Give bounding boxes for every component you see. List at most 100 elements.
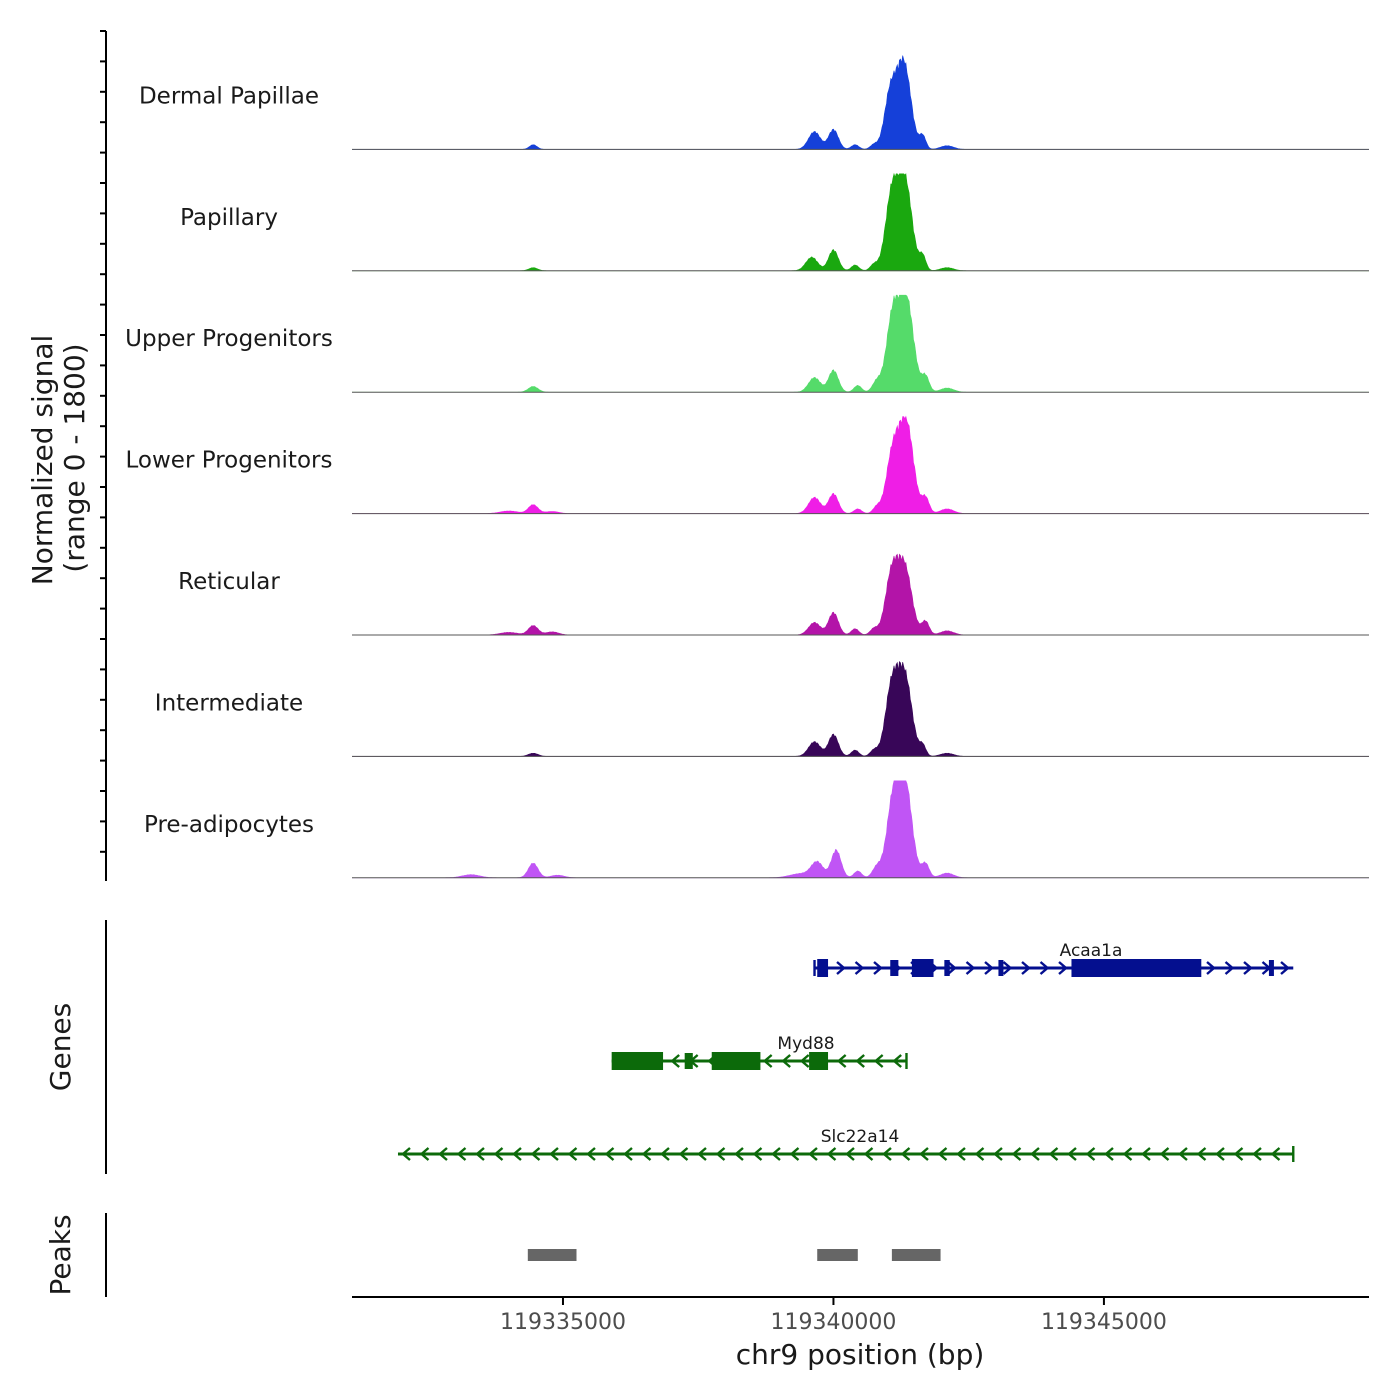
peak-regions — [527, 1249, 941, 1261]
track-papillary: Papillary — [180, 172, 1369, 272]
gene-label: Myd88 — [777, 1034, 834, 1054]
track-label: Upper Progenitors — [125, 326, 333, 352]
strand-arrow — [956, 1147, 966, 1161]
x-axis-title: chr9 position (bp) — [736, 1338, 985, 1371]
strand-arrow — [799, 1054, 810, 1068]
strand-arrow — [900, 1147, 911, 1161]
strand-arrow — [947, 961, 957, 975]
strand-arrow — [623, 1147, 633, 1161]
exon — [890, 960, 899, 976]
peaks-panel-title: Peaks — [44, 1214, 77, 1295]
gene-annotations: Acaa1a Myd88 Slc22a14 — [397, 941, 1295, 1162]
strand-arrow — [1252, 1147, 1262, 1161]
strand-arrow — [1011, 1147, 1022, 1161]
exon — [911, 959, 934, 977]
exon — [1268, 960, 1274, 976]
strand-arrow — [734, 1147, 744, 1161]
exon — [611, 1052, 664, 1070]
strand-arrow — [937, 1147, 948, 1161]
strand-arrow — [1215, 1147, 1225, 1161]
strand-arrow — [1021, 961, 1031, 975]
strand-arrow — [549, 1147, 559, 1161]
strand-arrow — [697, 1147, 707, 1161]
strand-arrow — [984, 961, 994, 975]
x-tick-label: 119345000 — [1041, 1310, 1167, 1335]
track-label: Papillary — [180, 205, 278, 231]
track-lower-progenitors: Lower Progenitors — [126, 415, 1369, 515]
strand-arrow — [1280, 961, 1290, 975]
peak-region — [817, 1249, 858, 1261]
strand-arrow — [530, 1147, 541, 1161]
strand-arrow — [752, 1147, 763, 1161]
strand-arrow — [1243, 961, 1253, 975]
strand-arrow — [1233, 1147, 1244, 1161]
strand-arrow — [1178, 1147, 1188, 1161]
gene-label: Acaa1a — [1060, 941, 1123, 961]
strand-arrow — [1058, 961, 1068, 975]
strand-arrow — [1030, 1147, 1040, 1161]
strand-arrow — [438, 1147, 448, 1161]
coverage-area — [352, 661, 1369, 757]
strand-arrow — [604, 1147, 615, 1161]
x-tick-label: 119335000 — [500, 1310, 626, 1335]
strand-arrow — [586, 1147, 596, 1161]
track-upper-progenitors: Upper Progenitors — [125, 294, 1369, 393]
strand-arrow — [1039, 961, 1050, 975]
strand-arrow — [493, 1147, 504, 1161]
peak-region — [527, 1249, 577, 1261]
strand-arrow — [863, 1147, 874, 1161]
strand-arrow — [873, 1054, 884, 1068]
strand-arrow — [845, 1147, 855, 1161]
strand-arrow — [1122, 1147, 1133, 1161]
strand-arrow — [678, 1147, 689, 1161]
track-pre-adipocytes: Pre-adipocytes — [144, 780, 1369, 879]
strand-arrow — [1196, 1147, 1207, 1161]
exon — [684, 1053, 693, 1069]
strand-arrow — [781, 1054, 791, 1068]
strand-arrow — [892, 1054, 902, 1068]
exon — [1071, 959, 1202, 977]
track-dermal-papillae: Dermal Papillae — [139, 55, 1369, 150]
x-tick-label: 119340000 — [770, 1310, 896, 1335]
coverage-area — [352, 55, 1369, 150]
strand-arrow — [567, 1147, 578, 1161]
coverage-tracks: Dermal Papillae Papillary Upper Progenitor… — [125, 55, 1369, 879]
strand-arrow — [808, 1147, 818, 1161]
strand-arrow — [919, 1147, 929, 1161]
strand-arrow — [456, 1147, 467, 1161]
exon — [817, 959, 829, 977]
strand-arrow — [475, 1147, 485, 1161]
strand-arrow — [789, 1147, 800, 1161]
exon — [809, 1052, 829, 1070]
exon — [998, 960, 1004, 976]
coverage-area — [352, 294, 1369, 393]
track-label: Dermal Papillae — [139, 83, 319, 109]
track-label: Intermediate — [155, 690, 303, 716]
coverage-area — [352, 172, 1369, 272]
strand-arrow — [1085, 1147, 1096, 1161]
strand-arrow — [993, 1147, 1003, 1161]
strand-arrow — [974, 1147, 985, 1161]
strand-arrow — [854, 961, 865, 975]
peak-region — [891, 1249, 941, 1261]
strand-arrow — [641, 1147, 652, 1161]
track-label: Reticular — [178, 569, 280, 595]
strand-arrow — [715, 1147, 726, 1161]
strand-arrow — [1224, 961, 1235, 975]
y-axis-title: Normalized signal — [26, 335, 59, 586]
x-axis-ticks: 119335000 119340000 119345000 — [500, 1297, 1167, 1335]
strand-arrow — [1159, 1147, 1170, 1161]
coverage-area — [352, 780, 1369, 879]
gene-label: Slc22a14 — [821, 1127, 900, 1147]
strand-arrow — [1141, 1147, 1151, 1161]
strand-arrow — [1104, 1147, 1114, 1161]
genes-panel-title: Genes — [44, 1003, 77, 1091]
strand-arrow — [1206, 961, 1216, 975]
strand-arrow — [670, 1054, 680, 1068]
strand-arrow — [1002, 961, 1013, 975]
exon — [944, 960, 950, 976]
strand-arrow — [1048, 1147, 1059, 1161]
strand-arrow — [965, 961, 976, 975]
coverage-area — [352, 553, 1369, 636]
